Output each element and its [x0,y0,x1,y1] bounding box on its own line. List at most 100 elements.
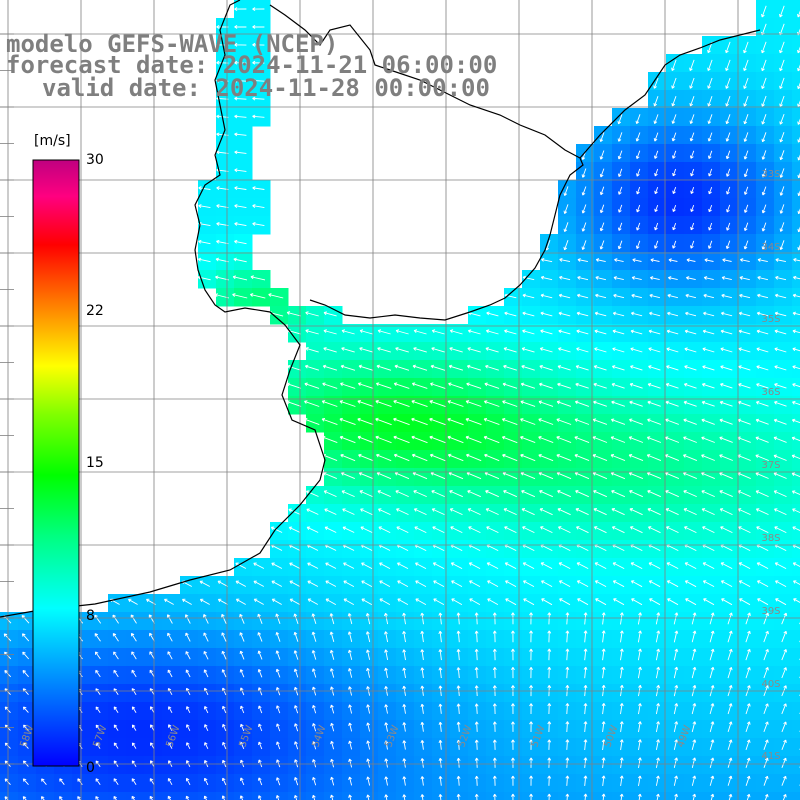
wind-arrow [456,775,461,786]
wind-arrow [739,293,751,299]
speed-cell [252,792,271,800]
wind-arrow [438,794,443,800]
wind-arrow [593,526,607,534]
wind-arrow [474,775,479,786]
wind-arrow [348,794,352,800]
speed-cell [216,792,235,800]
wind-arrow [456,612,461,625]
wind-arrow [683,418,697,425]
wind-arrow [397,580,409,587]
wind-arrow [739,275,750,281]
wind-arrow [755,418,769,425]
wind-arrow [113,742,119,749]
wind-arrow [581,204,587,214]
wind-arrow [466,453,482,462]
wind-arrow [612,562,625,570]
speed-cell [288,792,307,800]
wind-arrow [653,96,659,107]
wind-arrow [781,721,787,733]
wind-arrow [413,508,427,516]
wind-arrow [529,666,533,679]
latitude-label: 35S [761,314,780,325]
wind-arrow [306,508,319,515]
wind-arrow [203,651,209,660]
wind-arrow [583,703,588,715]
wind-arrow [781,630,788,643]
wind-arrow [467,329,481,335]
wind-arrow [728,793,733,800]
wind-arrow [234,96,247,101]
wind-arrow [725,114,731,125]
speed-cell [144,792,163,800]
wind-arrow [619,666,624,679]
colorbar-tick-30: 30 [86,152,104,168]
wind-arrow [779,150,785,161]
wind-arrow [449,347,463,353]
wind-arrow [629,400,643,407]
latitude-label: 37S [761,460,780,471]
wind-arrow [330,740,335,750]
wind-arrow [593,400,607,407]
wind-arrow [358,364,374,371]
wind-arrow [168,724,173,731]
wind-arrow [341,472,355,480]
wind-arrow [761,59,767,72]
wind-arrow [402,722,407,732]
wind-arrow [665,508,679,516]
wind-arrow [655,721,660,733]
speed-cell [792,90,800,109]
wind-arrow [797,46,800,54]
wind-arrow [186,742,191,750]
wind-arrow [792,508,800,514]
wind-arrow [671,59,677,72]
wind-arrow [234,114,247,119]
wind-arrow [691,666,697,679]
wind-arrow [647,400,661,407]
wind-arrow [666,329,679,335]
wind-arrow [288,508,301,515]
wind-arrow [95,742,101,749]
wind-arrow [456,739,461,750]
speed-cell [792,540,800,559]
wind-arrow [630,580,643,588]
wind-arrow [305,329,319,335]
wind-arrow [216,204,229,209]
wind-arrow [779,41,785,54]
wind-arrow [252,204,265,209]
wind-arrow [323,490,337,498]
wind-arrow [522,311,535,317]
speed-cell [792,288,800,307]
wind-arrow [216,186,229,191]
wind-arrow [430,364,446,371]
wind-arrow [396,508,409,516]
wind-arrow [541,580,553,587]
wind-arrow [559,257,571,263]
wind-arrow [763,757,769,768]
speed-cell [126,792,145,800]
wind-arrow [329,631,335,643]
wind-arrow [113,669,119,678]
wind-arrow [743,95,749,107]
speed-cell [0,792,19,800]
speed-cell [792,18,800,37]
wind-arrow [185,632,191,642]
wind-arrow [637,721,642,733]
wind-arrow [294,705,299,714]
wind-arrow [492,793,497,800]
wind-arrow [429,453,446,462]
speed-cell [792,450,800,469]
wind-arrow [791,436,800,442]
wind-arrow [774,383,787,389]
wind-arrow [456,721,461,732]
wind-arrow [456,793,461,800]
wind-arrow [775,258,786,263]
wind-arrow [738,311,751,317]
wind-arrow [619,775,624,786]
wind-arrow [583,775,588,786]
wind-arrow [637,793,642,800]
wind-arrow [671,132,677,142]
wind-arrow [130,632,137,642]
wind-arrow [275,631,281,642]
wind-arrow [128,598,138,605]
wind-arrow [599,132,605,143]
